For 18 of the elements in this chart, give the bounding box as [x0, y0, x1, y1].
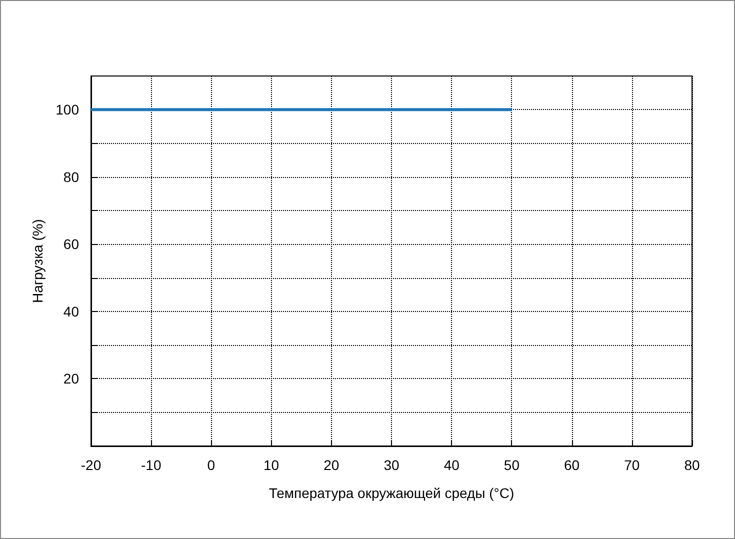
x-tick-label: 20 [324, 457, 340, 473]
x-tick-label: 0 [207, 457, 216, 473]
x-tick-label: 30 [384, 457, 400, 473]
x-tick-label: 80 [684, 457, 700, 473]
x-tick-label: -20 [80, 457, 102, 473]
x-axis-title: Температура окружающей среды (°C) [268, 485, 514, 501]
y-tick-label: 80 [63, 168, 80, 185]
y-axis-title: Нагрузка (%) [30, 219, 46, 303]
x-tick-label: 50 [504, 457, 520, 473]
y-tick-label: 20 [63, 370, 80, 387]
y-tick-label: 40 [63, 303, 80, 320]
x-tick-label: 10 [264, 457, 280, 473]
x-tick-label: 60 [564, 457, 580, 473]
y-tick-label: 100 [56, 102, 80, 118]
x-tick-label: 70 [624, 457, 640, 473]
y-tick-label: 60 [63, 236, 80, 252]
x-tick-label: 40 [444, 457, 460, 473]
x-tick-label: -10 [140, 457, 162, 473]
